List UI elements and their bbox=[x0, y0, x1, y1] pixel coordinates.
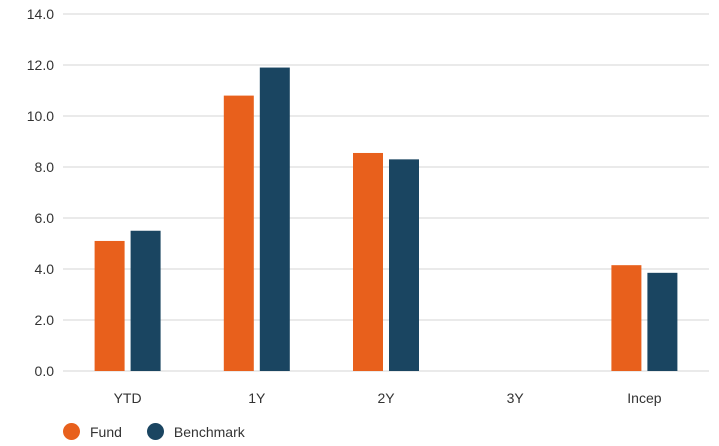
legend-item-fund: Fund bbox=[63, 423, 122, 440]
y-tick-label: 0.0 bbox=[35, 363, 55, 379]
y-tick-label: 8.0 bbox=[35, 159, 55, 175]
bars bbox=[94, 67, 678, 372]
y-tick-label: 2.0 bbox=[35, 312, 55, 328]
bar-benchmark-1y bbox=[259, 67, 290, 372]
legend-swatch-benchmark bbox=[146, 423, 164, 440]
x-tick-label: Incep bbox=[627, 390, 661, 406]
y-tick-label: 12.0 bbox=[27, 57, 54, 73]
y-tick-label: 4.0 bbox=[35, 261, 55, 277]
bar-fund-incep bbox=[611, 265, 642, 371]
bar-benchmark-incep bbox=[647, 272, 678, 371]
x-tick-label: 2Y bbox=[377, 390, 395, 406]
y-tick-label: 10.0 bbox=[27, 108, 54, 124]
bar-fund-ytd bbox=[94, 240, 125, 371]
bar-fund-1y bbox=[223, 95, 254, 371]
bar-benchmark-ytd bbox=[130, 230, 161, 371]
x-tick-label: 1Y bbox=[248, 390, 266, 406]
x-tick-label: YTD bbox=[114, 390, 142, 406]
x-tick-label: 3Y bbox=[507, 390, 525, 406]
y-tick-label: 6.0 bbox=[35, 210, 55, 226]
gridlines bbox=[63, 13, 709, 372]
x-axis-tick-labels: YTD 1Y 2Y 3Y Incep bbox=[114, 390, 662, 406]
legend-item-benchmark: Benchmark bbox=[146, 423, 245, 440]
y-axis-tick-labels: 0.0 2.0 4.0 6.0 8.0 10.0 12.0 14.0 bbox=[27, 6, 54, 379]
legend-label-fund: Fund bbox=[90, 423, 122, 440]
legend-label-benchmark: Benchmark bbox=[173, 423, 245, 440]
y-tick-label: 14.0 bbox=[27, 6, 54, 22]
legend: Fund Benchmark bbox=[63, 423, 270, 440]
legend-swatch-fund bbox=[63, 423, 80, 440]
bar-fund-2y bbox=[353, 152, 383, 371]
bar-benchmark-2y bbox=[389, 159, 419, 371]
